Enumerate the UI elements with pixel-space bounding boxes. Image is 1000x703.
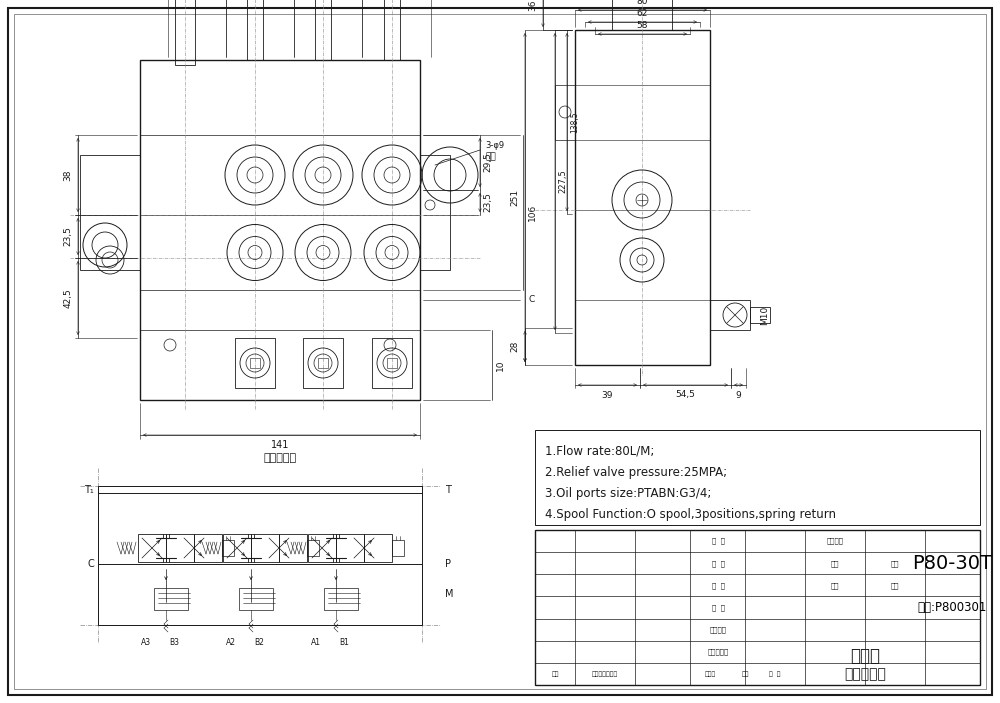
Bar [324, 588, 358, 610]
Bar [138, 534, 166, 562]
Bar [575, 30, 710, 365]
Text: 38: 38 [64, 169, 72, 181]
Text: 251: 251 [511, 189, 520, 206]
Bar [372, 338, 412, 388]
Text: 检  对: 检 对 [712, 604, 724, 611]
Bar [175, 0, 195, 65]
Text: 重量: 重量 [891, 582, 899, 588]
Text: P: P [445, 560, 451, 569]
Text: 编号:P800301: 编号:P800301 [918, 601, 987, 614]
Text: 28: 28 [511, 341, 520, 352]
Text: 更改人: 更改人 [704, 671, 716, 677]
Text: B3: B3 [169, 638, 179, 647]
Bar [98, 486, 422, 625]
Bar [315, 0, 331, 60]
Bar [250, 358, 260, 368]
Bar [154, 588, 188, 610]
Text: 9: 9 [736, 390, 741, 399]
Text: 描  图: 描 图 [712, 582, 724, 588]
Text: M: M [445, 589, 454, 599]
Bar [307, 540, 319, 556]
Text: 36: 36 [528, 0, 538, 11]
Text: 制  图: 制 图 [712, 560, 724, 567]
Text: 更改内容标题数: 更改内容标题数 [592, 671, 618, 677]
Text: 23,5: 23,5 [484, 193, 492, 212]
Text: 审  查: 审 查 [769, 671, 781, 677]
Text: 设  计: 设 计 [712, 538, 724, 544]
Bar [194, 534, 222, 562]
Bar [535, 530, 980, 685]
Text: 图纸编号: 图纸编号 [826, 538, 844, 544]
Text: 29,5: 29,5 [484, 153, 492, 172]
Text: 62: 62 [637, 8, 648, 18]
Text: 进孔: 进孔 [485, 153, 496, 162]
Text: 80: 80 [637, 0, 648, 6]
Text: 23,5: 23,5 [64, 226, 72, 247]
Text: 液压原理图: 液压原理图 [263, 453, 297, 463]
Bar [251, 534, 279, 562]
Text: C: C [87, 560, 94, 569]
Bar [612, 0, 672, 30]
Text: A3: A3 [141, 638, 151, 647]
Bar [387, 358, 397, 368]
Text: T₁: T₁ [84, 485, 94, 495]
Text: B2: B2 [254, 638, 264, 647]
Bar [140, 60, 420, 400]
Bar [384, 0, 400, 60]
Text: 4.Spool Function:O spool,3positions,spring return: 4.Spool Function:O spool,3positions,spri… [545, 508, 836, 521]
Text: 138,5: 138,5 [570, 111, 580, 133]
Bar [336, 534, 364, 562]
Text: 1.Flow rate:80L/M;: 1.Flow rate:80L/M; [545, 445, 654, 458]
Bar [710, 300, 750, 330]
Bar [750, 307, 770, 323]
Text: 比例: 比例 [891, 560, 899, 567]
Text: 外型尺寸图: 外型尺寸图 [844, 667, 886, 681]
Text: 多路阀: 多路阀 [850, 647, 880, 665]
Text: 标准化检查: 标准化检查 [707, 648, 729, 655]
Text: 39: 39 [602, 390, 613, 399]
Text: 2.Relief valve pressure:25MPA;: 2.Relief valve pressure:25MPA; [545, 466, 727, 479]
Text: M10: M10 [761, 305, 770, 325]
Bar [239, 588, 273, 610]
Bar [166, 534, 194, 562]
Text: T: T [445, 485, 451, 495]
Bar [392, 540, 404, 556]
Bar [535, 430, 980, 525]
Bar [235, 338, 275, 388]
Text: 42,5: 42,5 [64, 288, 72, 308]
Text: 3.Oil ports size:PTABN:G3/4;: 3.Oil ports size:PTABN:G3/4; [545, 487, 711, 500]
Text: A1: A1 [311, 638, 321, 647]
Bar [420, 155, 450, 270]
Text: 重量: 重量 [831, 560, 839, 567]
Bar [247, 0, 263, 60]
Bar [364, 534, 392, 562]
Text: C: C [529, 295, 535, 304]
Text: 10: 10 [496, 359, 505, 370]
Bar [555, 85, 575, 140]
Text: 58: 58 [637, 20, 648, 30]
Bar [223, 534, 251, 562]
Text: A2: A2 [226, 638, 236, 647]
Text: 3-φ9: 3-φ9 [485, 141, 504, 150]
Bar [303, 338, 343, 388]
Text: 版权: 版权 [551, 671, 559, 677]
Bar [318, 358, 328, 368]
Text: 关系: 关系 [831, 582, 839, 588]
Text: 106: 106 [528, 204, 536, 221]
Bar [80, 155, 140, 270]
Text: B1: B1 [339, 638, 349, 647]
Text: 日期: 日期 [741, 671, 749, 677]
Text: 141: 141 [271, 440, 289, 450]
Bar [222, 540, 234, 556]
Bar [308, 534, 336, 562]
Text: P80-30T: P80-30T [912, 554, 992, 573]
Bar [279, 534, 307, 562]
Text: 54,5: 54,5 [676, 390, 695, 399]
Text: 工艺检查: 工艺检查 [710, 626, 726, 633]
Text: 227,5: 227,5 [558, 169, 568, 193]
